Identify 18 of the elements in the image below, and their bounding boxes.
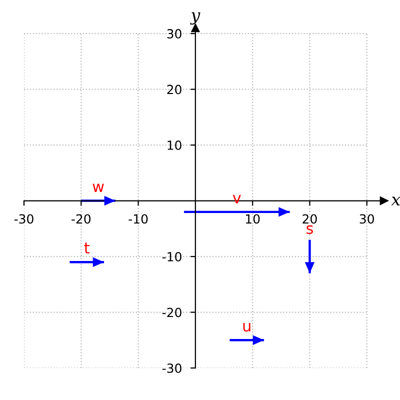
x-tick-label: -10 — [128, 214, 148, 224]
x-tick-label: -20 — [72, 214, 91, 224]
x-tick-label: -30 — [14, 214, 34, 224]
y-axis-title: y — [190, 12, 200, 25]
series-label: t — [84, 242, 90, 254]
series-label: w — [92, 184, 104, 192]
y-tick-label: 30 — [167, 29, 182, 38]
series-label: s — [306, 225, 313, 234]
x-tick-label: 10 — [246, 214, 260, 224]
y-tick-label: -30 — [162, 363, 182, 373]
x-tick-label: 30 — [360, 214, 374, 224]
series-label: u — [243, 322, 250, 332]
x-axis-title: x — [391, 196, 400, 206]
y-tick-label: -10 — [162, 252, 182, 262]
y-tick-label: -20 — [162, 308, 182, 318]
x-tick-label: 20 — [302, 214, 317, 224]
y-tick-label: 10 — [168, 140, 182, 150]
y-tick-label: 20 — [167, 84, 182, 94]
